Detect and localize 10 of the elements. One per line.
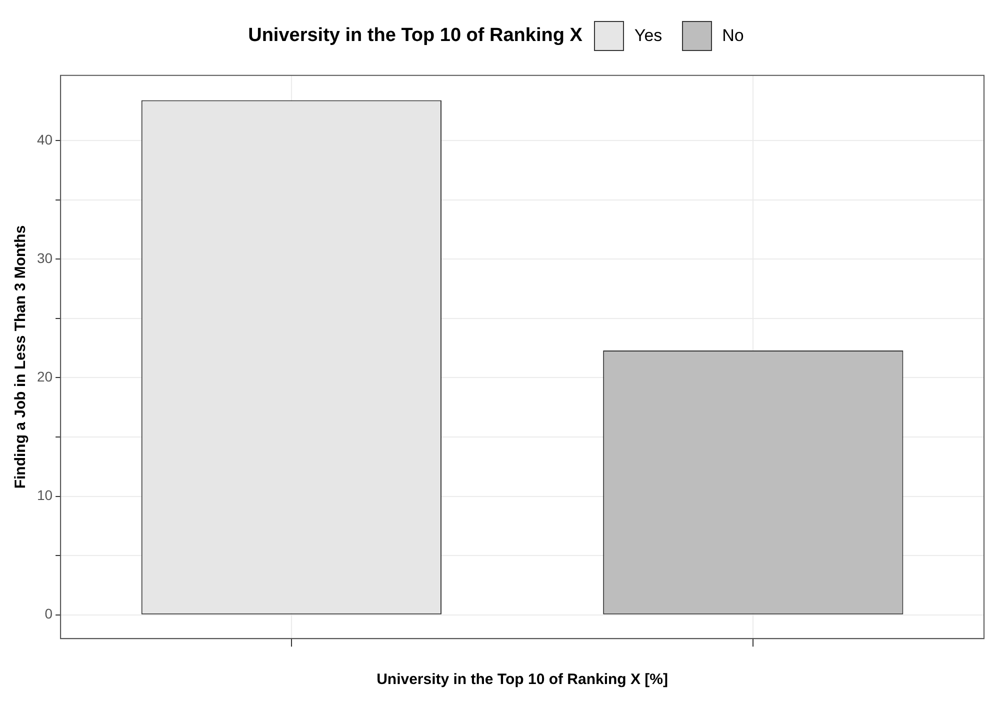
legend-label: No — [722, 26, 744, 46]
y-tick-label: 30 — [36, 250, 53, 266]
y-tick-label: 40 — [36, 131, 53, 148]
legend-label: Yes — [634, 26, 662, 46]
y-axis-title: Finding a Job in Less Than 3 Months — [12, 225, 30, 489]
x-axis-title: University in the Top 10 of Ranking X [%] — [376, 671, 668, 688]
y-tick-label: 10 — [36, 487, 53, 504]
legend-title: University in the Top 10 of Ranking X — [248, 25, 582, 47]
y-tick-label: 0 — [44, 606, 53, 622]
y-tick-label: 20 — [36, 368, 53, 385]
